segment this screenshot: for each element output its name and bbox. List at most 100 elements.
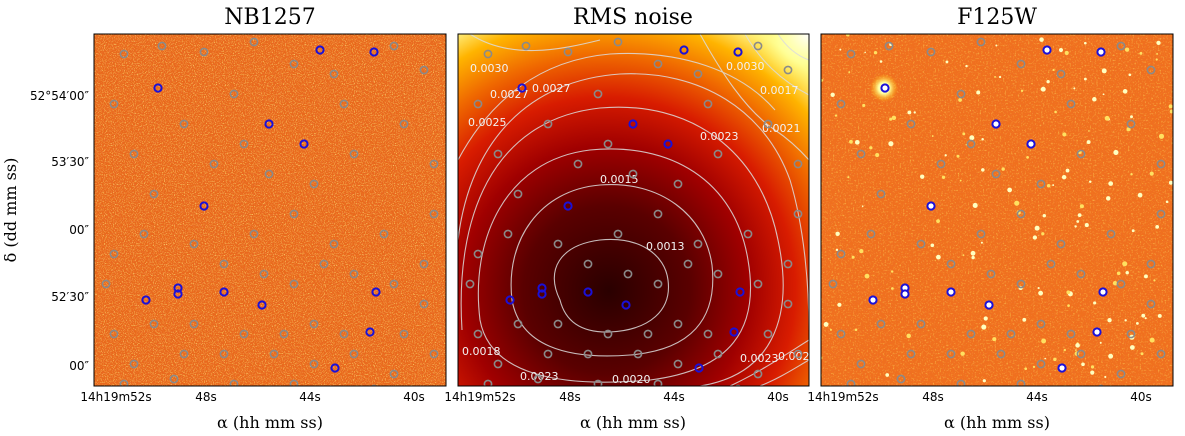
gray-source-marker xyxy=(513,189,523,199)
gray-source-marker xyxy=(493,149,503,159)
contour-label: 0.0023 xyxy=(700,130,739,143)
x-tick-label: 44s xyxy=(1026,390,1048,404)
f125-source xyxy=(965,64,968,68)
f125-source xyxy=(907,110,912,115)
gray-source-marker xyxy=(673,179,683,189)
f125-source xyxy=(835,231,840,237)
gray-source-marker xyxy=(309,179,319,189)
panel-f125w-frame xyxy=(820,33,1174,387)
contour-label: 0.0021 xyxy=(762,122,801,135)
f125-source xyxy=(1039,37,1044,42)
panel-title-nb1257: NB1257 xyxy=(224,5,315,30)
f125-source xyxy=(998,75,1002,79)
f125-source xyxy=(983,316,988,321)
f125-source xyxy=(958,98,962,102)
gray-source-marker xyxy=(1116,279,1126,289)
gray-source-marker xyxy=(1126,119,1136,129)
gray-source-marker xyxy=(884,41,894,51)
gray-source-marker xyxy=(793,209,803,219)
f125-source xyxy=(854,139,860,145)
gray-source-marker xyxy=(976,229,986,239)
gray-source-marker xyxy=(289,279,299,289)
blue-source-marker xyxy=(900,289,910,299)
gray-source-marker xyxy=(946,259,956,269)
f125-source xyxy=(1046,79,1050,84)
f125-source xyxy=(1130,172,1133,176)
gray-source-marker xyxy=(986,269,996,279)
gray-source-marker xyxy=(289,59,299,69)
gray-source-marker xyxy=(259,269,269,279)
blue-source-marker xyxy=(583,287,593,297)
panel-nb1257-image xyxy=(94,34,446,386)
gray-source-marker xyxy=(583,259,593,269)
f125-source xyxy=(995,44,998,47)
blue-source-marker xyxy=(735,287,745,297)
gray-source-marker xyxy=(946,349,956,359)
blue-source-marker xyxy=(330,363,340,373)
gray-source-marker xyxy=(1066,99,1076,109)
f125-source xyxy=(1038,290,1044,296)
gray-source-marker xyxy=(289,379,299,386)
gray-source-marker xyxy=(329,239,339,249)
blue-source-marker xyxy=(537,289,547,299)
blue-source-marker xyxy=(369,47,379,57)
f125-source xyxy=(1074,225,1077,228)
gray-source-marker xyxy=(399,329,409,339)
blue-source-marker xyxy=(173,283,183,293)
gray-source-marker xyxy=(936,159,946,169)
gray-source-marker xyxy=(513,319,523,329)
f125-source xyxy=(1107,318,1112,323)
gray-source-marker xyxy=(866,229,876,239)
gray-source-marker xyxy=(503,229,513,239)
gray-source-marker xyxy=(1076,349,1086,359)
f125-source xyxy=(1024,367,1028,371)
gray-source-marker xyxy=(713,149,723,159)
x-tick-label: 48s xyxy=(922,390,944,404)
gray-source-marker xyxy=(1076,149,1086,159)
gray-source-marker xyxy=(876,319,886,329)
f125-source xyxy=(830,92,835,97)
f125-source xyxy=(1083,41,1087,45)
gray-source-marker xyxy=(319,259,329,269)
f125-source xyxy=(1026,156,1029,159)
f125-source xyxy=(875,152,880,158)
f125-source xyxy=(891,115,897,121)
gray-source-marker xyxy=(119,49,129,59)
gray-source-marker xyxy=(673,319,683,329)
gray-source-marker xyxy=(1036,319,1046,329)
gray-source-marker xyxy=(793,159,803,169)
f125-source xyxy=(1083,77,1087,81)
gray-source-marker xyxy=(379,229,389,239)
f125-source xyxy=(873,51,878,55)
gray-source-marker xyxy=(179,119,189,129)
gray-source-marker xyxy=(1036,359,1046,369)
f125-source xyxy=(1073,87,1076,90)
f125-source xyxy=(981,324,987,330)
gray-source-marker xyxy=(846,379,856,386)
blue-source-marker xyxy=(563,201,573,211)
gray-source-marker xyxy=(349,349,359,359)
f125-source xyxy=(864,273,870,279)
gray-source-marker xyxy=(429,159,439,169)
f125-source xyxy=(823,321,829,327)
gray-source-marker xyxy=(279,329,289,339)
f125-source xyxy=(1063,348,1066,352)
f125-source xyxy=(1128,73,1132,77)
gray-source-marker xyxy=(991,169,1001,179)
f125-source xyxy=(981,137,984,141)
gray-source-marker xyxy=(1036,179,1046,189)
gray-source-marker xyxy=(896,374,906,384)
gray-source-marker xyxy=(1106,229,1116,239)
gray-source-marker xyxy=(1016,59,1026,69)
f125-source xyxy=(1139,51,1143,55)
x-tick-label: 40s xyxy=(1130,390,1152,404)
gray-source-marker xyxy=(1146,259,1156,269)
f125-source xyxy=(847,176,850,179)
f125-source xyxy=(1122,89,1128,94)
x-tick-labels: 14h19m52s 48s 44s 40s 14h19m52s 48s 44s 40s 14h1… xyxy=(80,390,1151,404)
gray-source-marker xyxy=(956,379,966,386)
f125-source xyxy=(1124,47,1130,52)
gray-source-marker xyxy=(429,209,439,219)
